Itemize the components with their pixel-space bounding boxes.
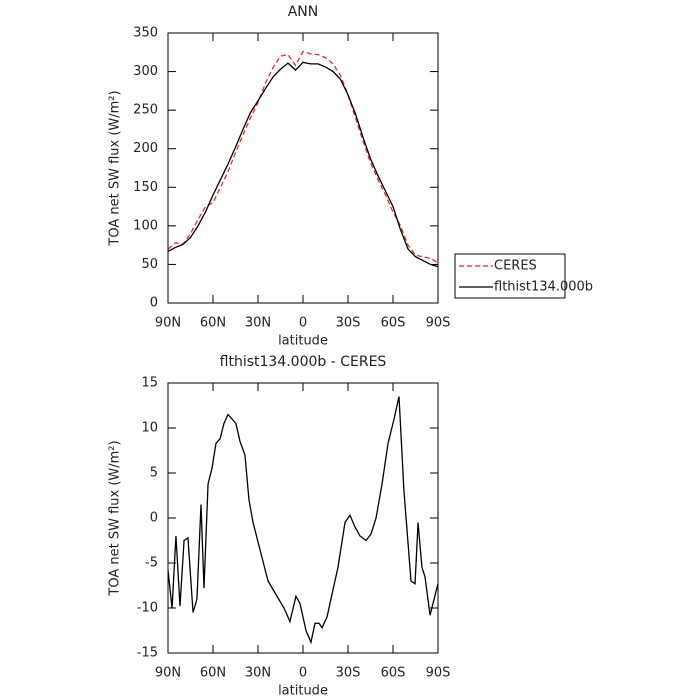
y-tick-label: 100 bbox=[133, 218, 158, 233]
plot-frame bbox=[167, 32, 439, 304]
x-tick-label: 60S bbox=[381, 316, 406, 331]
chart-title: flthist134.000b - CERES bbox=[220, 354, 387, 370]
y-tick-label: 300 bbox=[133, 64, 158, 79]
y-tick-label: 200 bbox=[133, 141, 158, 156]
y-axis-label: TOA net SW flux (W/m²) bbox=[108, 440, 123, 596]
y-tick-label: 150 bbox=[133, 180, 158, 195]
y-tick-label: 350 bbox=[133, 26, 158, 41]
y-tick-label: 250 bbox=[133, 103, 158, 118]
x-tick-label: 30N bbox=[245, 666, 271, 681]
data-line bbox=[167, 61, 439, 268]
data-line bbox=[167, 396, 439, 645]
y-tick-label: 50 bbox=[141, 257, 158, 272]
y-tick-label: -5 bbox=[145, 556, 158, 571]
y-tick-label: 0 bbox=[150, 511, 158, 526]
x-tick-label: 90N bbox=[155, 666, 181, 681]
x-tick-label: 30S bbox=[336, 666, 361, 681]
x-axis-label: latitude bbox=[278, 334, 328, 349]
x-tick-label: 30N bbox=[245, 316, 271, 331]
legend-label: CERES bbox=[494, 259, 537, 274]
y-tick-label: 0 bbox=[150, 296, 158, 311]
x-tick-label: 0 bbox=[299, 666, 307, 681]
legend-label: flthist134.000b bbox=[494, 280, 593, 295]
y-tick-label: 5 bbox=[150, 466, 158, 481]
y-axis-label: TOA net SW flux (W/m²) bbox=[108, 90, 123, 246]
x-tick-label: 60S bbox=[381, 666, 406, 681]
y-tick-label: 10 bbox=[141, 421, 158, 436]
x-axis-label: latitude bbox=[278, 684, 328, 699]
plot-frame bbox=[167, 382, 439, 654]
y-tick-label: 15 bbox=[141, 376, 158, 391]
x-tick-label: 90N bbox=[155, 316, 181, 331]
x-tick-label: 90S bbox=[426, 316, 451, 331]
y-tick-label: -10 bbox=[137, 601, 158, 616]
x-tick-label: 60N bbox=[200, 316, 226, 331]
x-tick-label: 60N bbox=[200, 666, 226, 681]
chart-title: ANN bbox=[288, 4, 319, 20]
y-tick-label: -15 bbox=[137, 646, 158, 661]
x-tick-label: 0 bbox=[299, 316, 307, 331]
data-line bbox=[167, 50, 439, 264]
x-tick-label: 30S bbox=[336, 316, 361, 331]
legend-box bbox=[454, 253, 566, 299]
x-tick-label: 90S bbox=[426, 666, 451, 681]
